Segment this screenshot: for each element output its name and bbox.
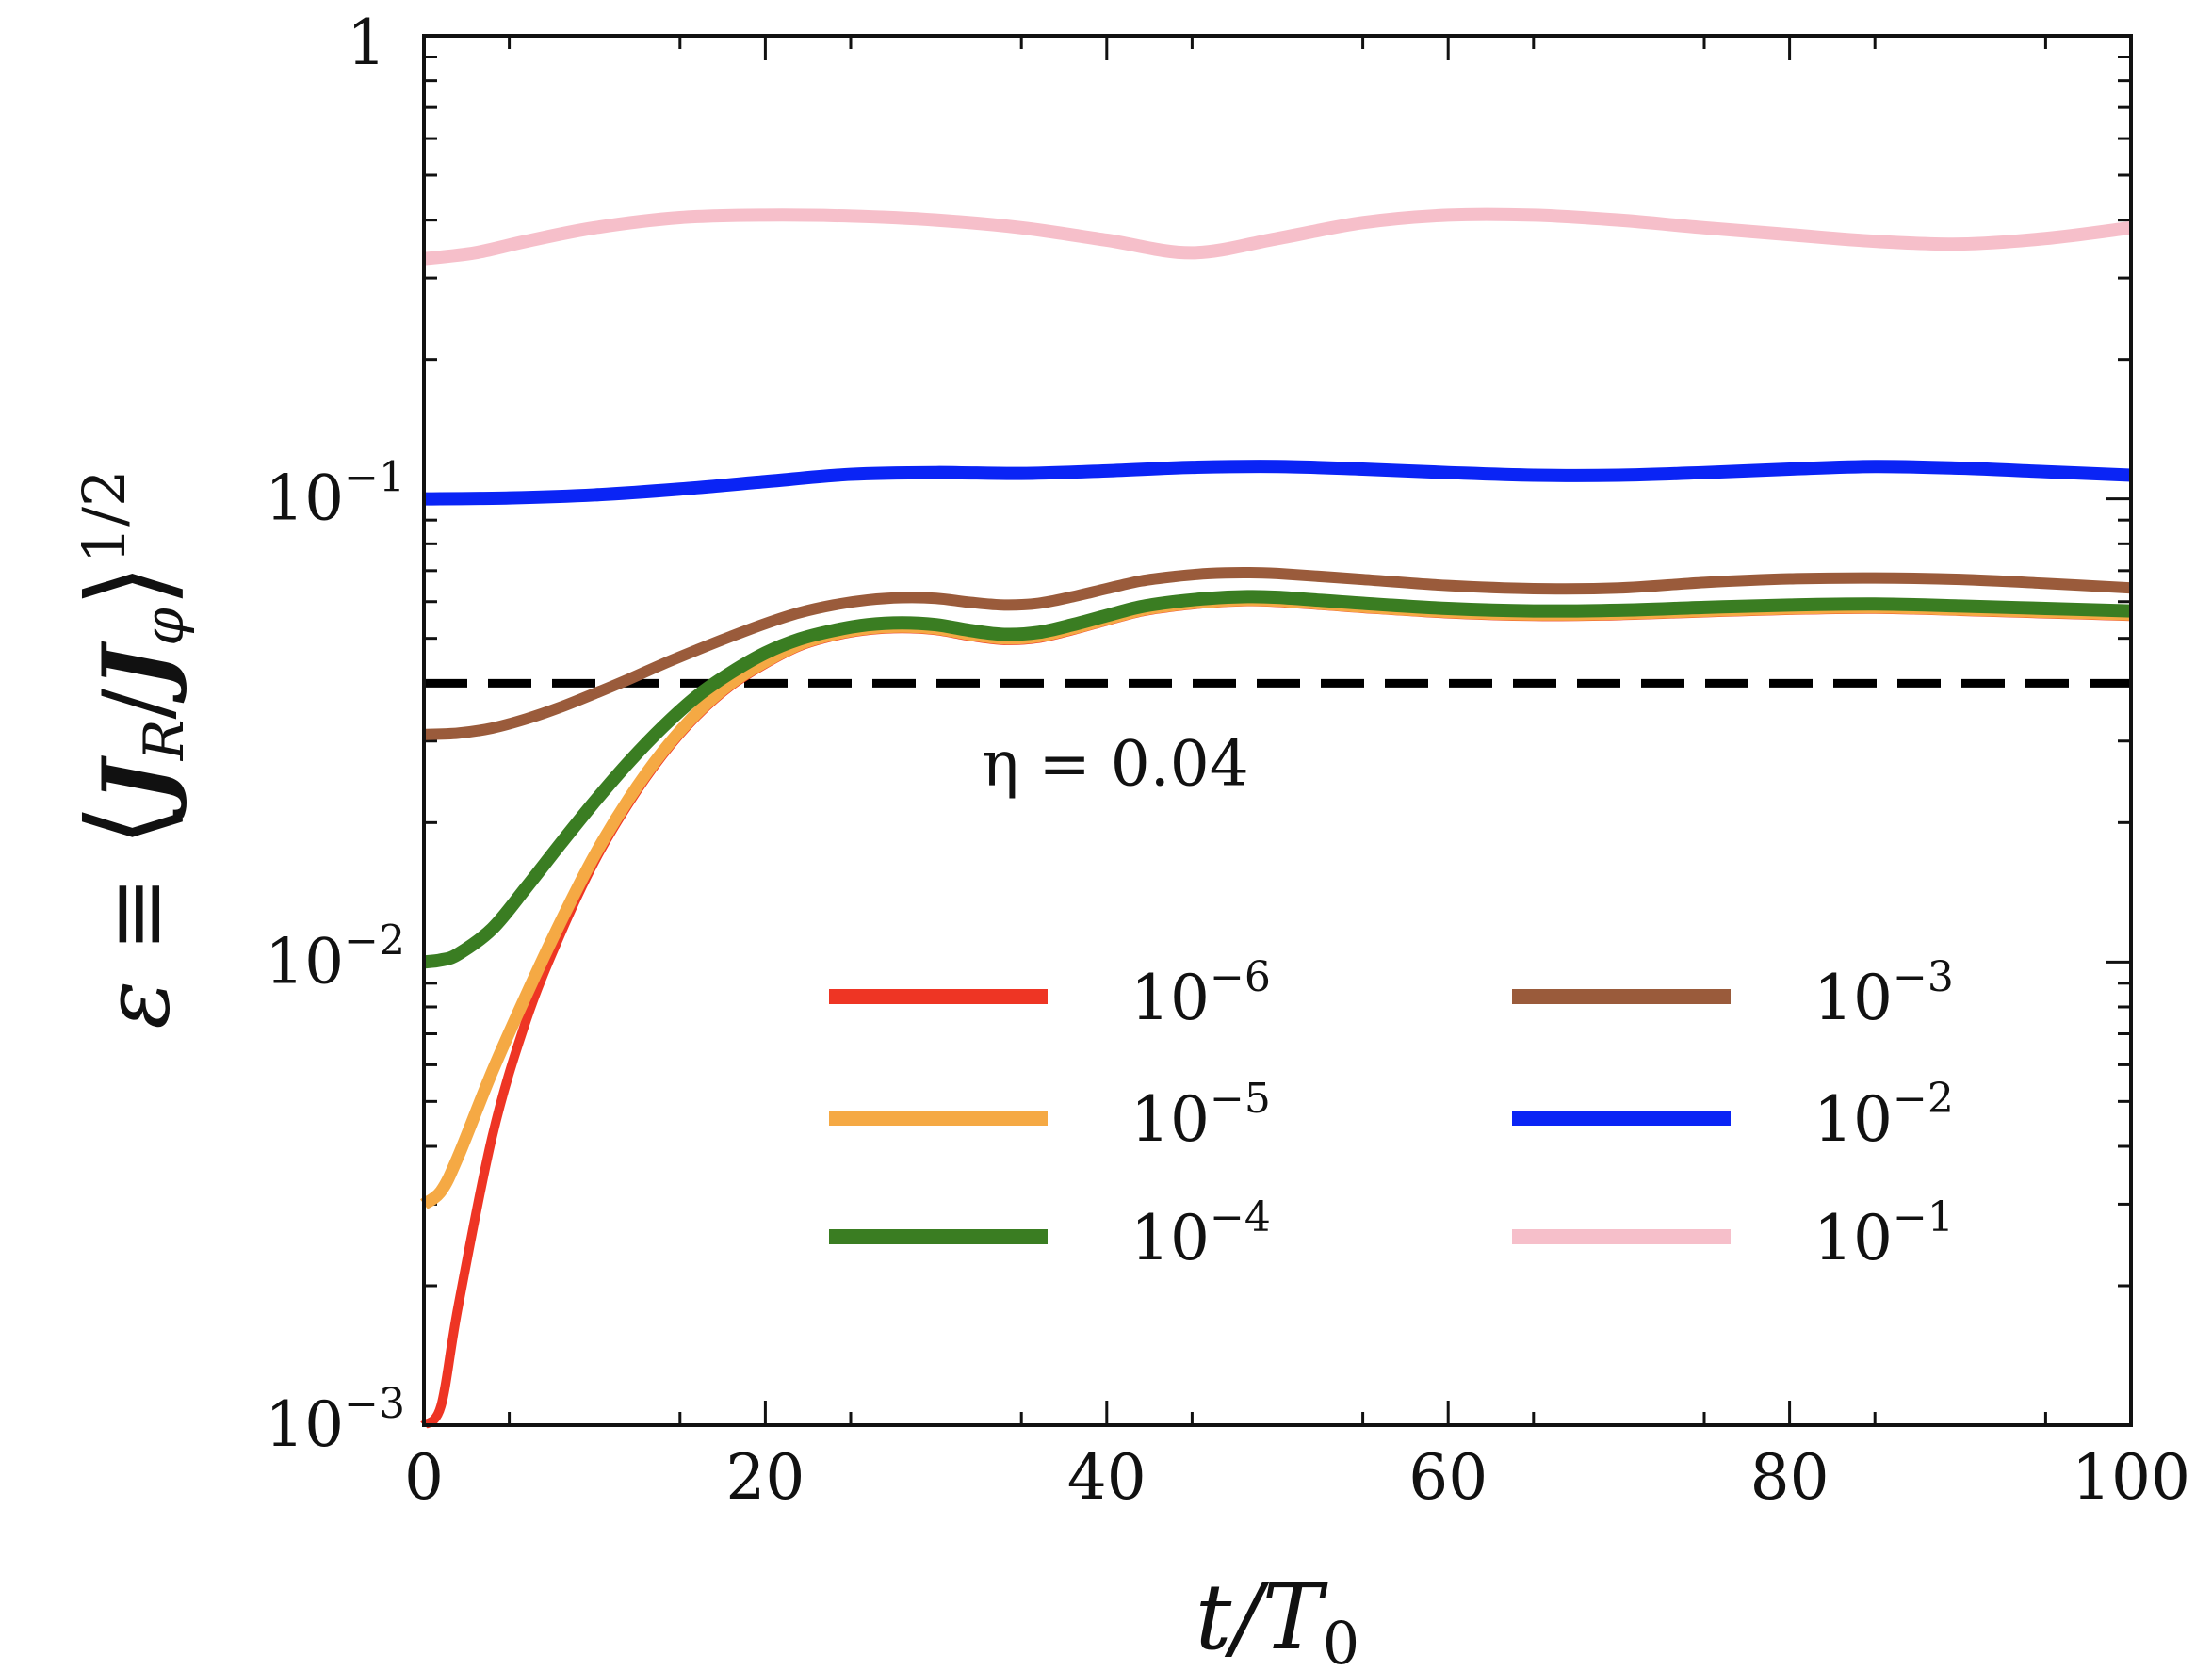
series-line-1e-3 — [423, 566, 2132, 740]
series-lines — [420, 207, 2132, 1430]
y-tick-label: 10−3 — [265, 1380, 405, 1461]
legend-label-1e-3: 10−3 — [1814, 953, 1954, 1034]
x-axis-title: t/T0 — [1195, 1565, 1359, 1671]
legend-label-1e-1: 10−1 — [1814, 1193, 1954, 1274]
y-axis-title-close-bracket: ⟩ — [64, 563, 195, 608]
reference-line-label: η = 0.04 — [982, 727, 1249, 800]
series-line-1e-4 — [423, 590, 2132, 969]
legend-label-exp: −6 — [1210, 953, 1271, 1001]
x-axis-title-main: t/T — [1195, 1565, 1328, 1670]
legend-label-1e-6: 10−6 — [1130, 953, 1271, 1034]
legend-label-base: 10 — [1814, 1083, 1893, 1156]
y-axis-title-open-bracket: ⟨ — [64, 803, 195, 848]
y-tick-label-exp: −2 — [344, 917, 405, 965]
x-axis-title-sub: 0 — [1323, 1609, 1359, 1671]
x-tick-label: 40 — [1067, 1441, 1147, 1514]
legend-label-1e-4: 10−4 — [1130, 1193, 1271, 1274]
legend: 10−610−510−410−310−210−1 — [829, 953, 1954, 1274]
series-line-1e-1 — [423, 207, 2132, 266]
plot-frame — [422, 34, 2133, 1427]
y-axis-title-exponent: 1/2 — [70, 470, 138, 564]
x-tick-label: 80 — [1750, 1441, 1830, 1514]
y-axis-title-text: ε ≡ ⟨JR/Jφ⟩1/2 — [64, 470, 196, 1030]
legend-label-exp: −4 — [1210, 1193, 1271, 1241]
legend-label-base: 10 — [1130, 962, 1210, 1034]
y-tick-label-base: 10 — [265, 462, 344, 535]
y-tick-label-exp: −1 — [344, 454, 405, 502]
y-axis-title-sub-phi: φ — [132, 608, 196, 646]
y-tick-label-base: 10 — [265, 1388, 344, 1461]
x-tick-label: 0 — [404, 1441, 444, 1514]
legend-label-exp: −1 — [1893, 1193, 1954, 1241]
y-tick-label: 10−2 — [265, 917, 405, 998]
x-tick-label: 20 — [725, 1441, 805, 1514]
legend-label-1e-5: 10−5 — [1130, 1075, 1271, 1156]
y-axis-title-slash: / — [84, 689, 189, 720]
series-line-1e-2 — [423, 460, 2132, 506]
y-tick-label: 1 — [347, 7, 386, 79]
y-axis-title: ε ≡ ⟨JR/Jφ⟩1/2 — [64, 470, 196, 1030]
y-axis-title-prefix: ε ≡ — [84, 876, 189, 1029]
legend-label-base: 10 — [1130, 1083, 1210, 1156]
legend-label-1e-2: 10−2 — [1814, 1075, 1954, 1156]
legend-label-base: 10 — [1130, 1202, 1210, 1274]
y-tick-label-base: 10 — [265, 925, 344, 998]
y-axis-title-sub-R: R — [132, 720, 196, 762]
y-tick-label: 10−1 — [265, 454, 405, 535]
legend-label-base: 10 — [1814, 1202, 1893, 1274]
x-tick-label: 100 — [2072, 1441, 2190, 1514]
legend-label-base: 10 — [1814, 962, 1893, 1034]
y-tick-label-exp: −3 — [344, 1380, 405, 1428]
legend-label-exp: −5 — [1210, 1075, 1271, 1123]
legend-label-exp: −3 — [1893, 953, 1954, 1001]
x-tick-label: 60 — [1408, 1441, 1488, 1514]
legend-label-exp: −2 — [1893, 1075, 1954, 1123]
